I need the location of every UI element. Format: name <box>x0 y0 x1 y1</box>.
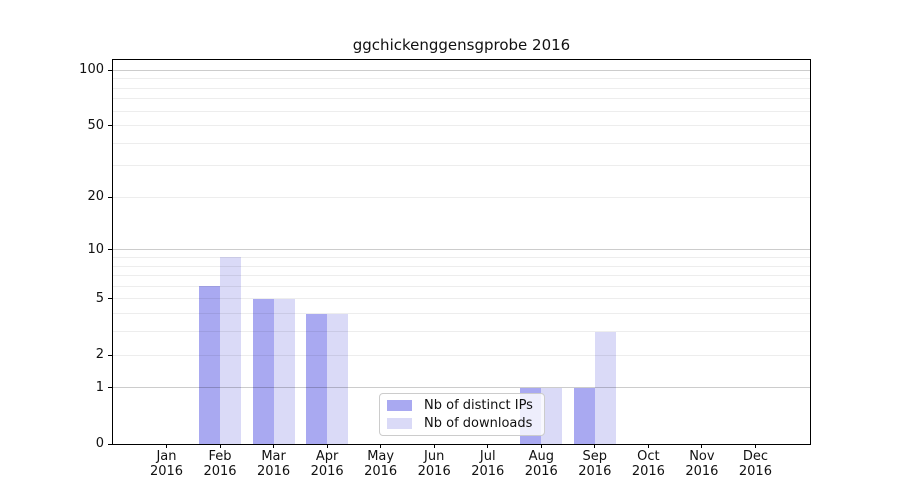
gridline <box>113 313 810 315</box>
gridline <box>113 78 810 80</box>
x-tick-label-nov: Nov 2016 <box>685 449 719 479</box>
x-tick-mark <box>701 444 703 448</box>
bar-aug-downloads <box>541 387 563 444</box>
x-tick-mark <box>326 444 328 448</box>
bar-sep-distinct-ips <box>573 387 595 444</box>
gridline <box>113 331 810 333</box>
x-tick-label-feb: Feb 2016 <box>203 449 237 479</box>
bar-feb-distinct-ips <box>199 286 221 444</box>
legend-item-distinct-ips: Nb of distinct IPs <box>387 398 537 413</box>
bar-mar-downloads <box>273 298 295 444</box>
legend-label-distinct-ips: Nb of distinct IPs <box>424 398 533 413</box>
y-tick-label: 10 <box>87 241 104 257</box>
legend: Nb of distinct IPs Nb of downloads <box>379 393 545 436</box>
x-tick-mark <box>594 444 596 448</box>
y-tick-mark <box>108 69 112 71</box>
x-tick-label-jun: Jun 2016 <box>417 449 451 479</box>
gridline <box>113 354 810 356</box>
y-tick-label: 100 <box>79 62 104 78</box>
x-tick-label-sep: Sep 2016 <box>578 449 612 479</box>
gridline <box>113 69 810 71</box>
gridline <box>113 387 810 389</box>
x-tick-label-oct: Oct 2016 <box>631 449 665 479</box>
gridline <box>113 125 810 127</box>
y-tick-mark <box>108 443 112 445</box>
x-tick-label-apr: Apr 2016 <box>310 449 344 479</box>
x-tick-label-jul: Jul 2016 <box>471 449 505 479</box>
gridline <box>113 110 810 112</box>
x-tick-label-aug: Aug 2016 <box>524 449 558 479</box>
gridline <box>113 275 810 277</box>
gridlines-layer <box>113 60 810 444</box>
x-tick-label-dec: Dec 2016 <box>738 449 772 479</box>
x-tick-mark <box>380 444 382 448</box>
gridline <box>113 87 810 89</box>
legend-swatch-distinct-ips <box>387 400 412 411</box>
bar-feb-downloads <box>220 257 242 444</box>
x-tick-mark <box>647 444 649 448</box>
bar-apr-distinct-ips <box>306 313 328 444</box>
gridline <box>113 165 810 167</box>
gridline <box>113 256 810 258</box>
legend-swatch-downloads <box>387 418 412 429</box>
x-tick-label-may: May 2016 <box>364 449 398 479</box>
y-tick-mark <box>108 298 112 300</box>
y-tick-mark <box>108 354 112 356</box>
bar-apr-downloads <box>327 313 349 444</box>
y-tick-label: 20 <box>87 189 104 205</box>
bar-mar-distinct-ips <box>252 298 274 444</box>
chart-title: ggchickenggensgprobe 2016 <box>352 36 571 54</box>
x-tick-label-mar: Mar 2016 <box>257 449 291 479</box>
gridline <box>113 196 810 198</box>
legend-label-downloads: Nb of downloads <box>424 416 533 431</box>
y-tick-mark <box>108 125 112 127</box>
x-tick-mark <box>219 444 221 448</box>
x-tick-mark <box>540 444 542 448</box>
x-tick-mark <box>273 444 275 448</box>
gridline <box>113 298 810 300</box>
y-tick-label: 5 <box>95 290 104 306</box>
x-tick-mark <box>433 444 435 448</box>
gridline <box>113 249 810 251</box>
y-tick-mark <box>108 387 112 389</box>
y-tick-label: 0 <box>95 436 104 451</box>
y-tick-mark <box>108 249 112 251</box>
y-tick-label: 2 <box>95 347 104 362</box>
gridline <box>113 98 810 100</box>
gridline <box>113 142 810 144</box>
x-tick-mark <box>754 444 756 448</box>
y-tick-mark <box>108 196 112 198</box>
x-tick-mark <box>166 444 167 448</box>
x-tick-label-jan: Jan 2016 <box>149 449 184 479</box>
x-tick-mark <box>487 444 489 448</box>
gridline <box>113 265 810 267</box>
y-tick-label: 1 <box>95 379 104 395</box>
y-tick-label: 50 <box>87 117 104 133</box>
gridline <box>113 285 810 287</box>
plot-area: Nb of distinct IPs Nb of downloads <box>112 59 811 445</box>
legend-item-downloads: Nb of downloads <box>387 416 537 431</box>
bar-sep-downloads <box>594 331 616 444</box>
